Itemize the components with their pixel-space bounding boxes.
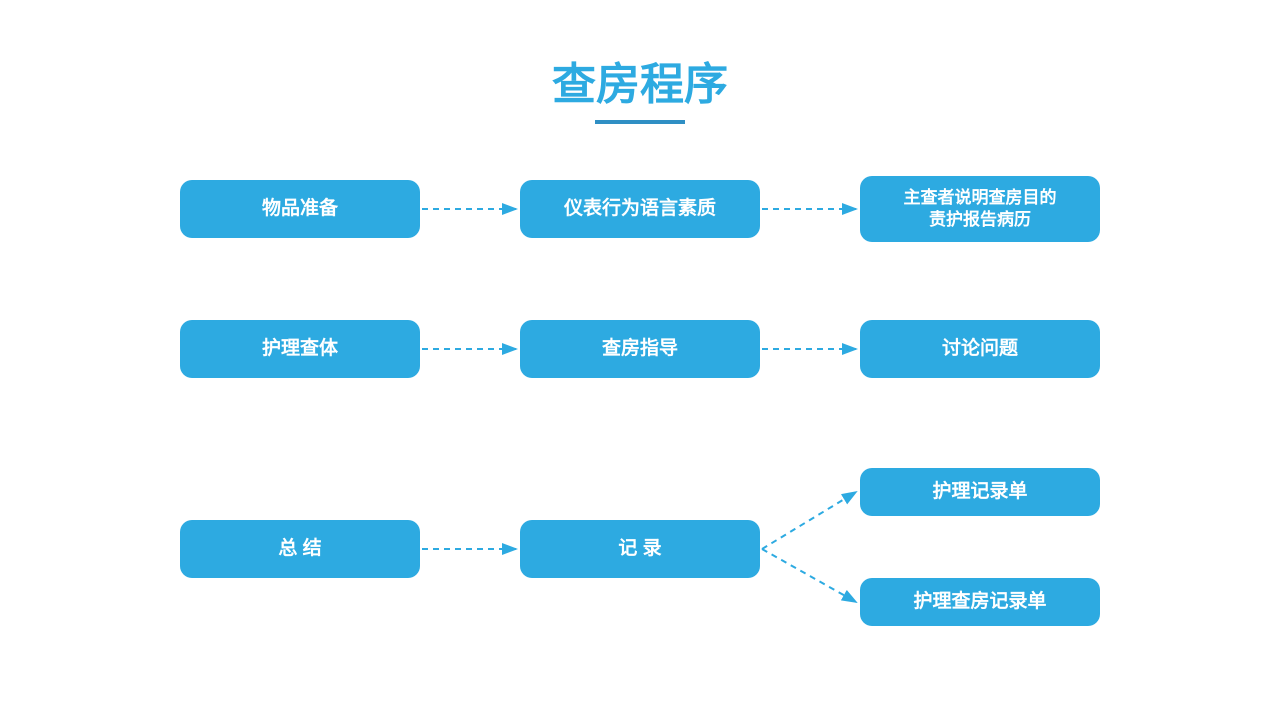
title-underline: [595, 120, 685, 124]
node-r2c1: 护理查体: [180, 320, 420, 378]
node-r1c1: 物品准备: [180, 180, 420, 238]
node-branch-bot: 护理查房记录单: [860, 578, 1100, 626]
node-r2c3: 讨论问题: [860, 320, 1100, 378]
page-title: 查房程序: [0, 48, 1280, 112]
node-r3c2: 记 录: [520, 520, 760, 578]
node-r3c1: 总 结: [180, 520, 420, 578]
node-branch-top: 护理记录单: [860, 468, 1100, 516]
node-r1c2: 仪表行为语言素质: [520, 180, 760, 238]
node-r1c3: 主查者说明查房目的责护报告病历: [860, 176, 1100, 242]
node-r2c2: 查房指导: [520, 320, 760, 378]
